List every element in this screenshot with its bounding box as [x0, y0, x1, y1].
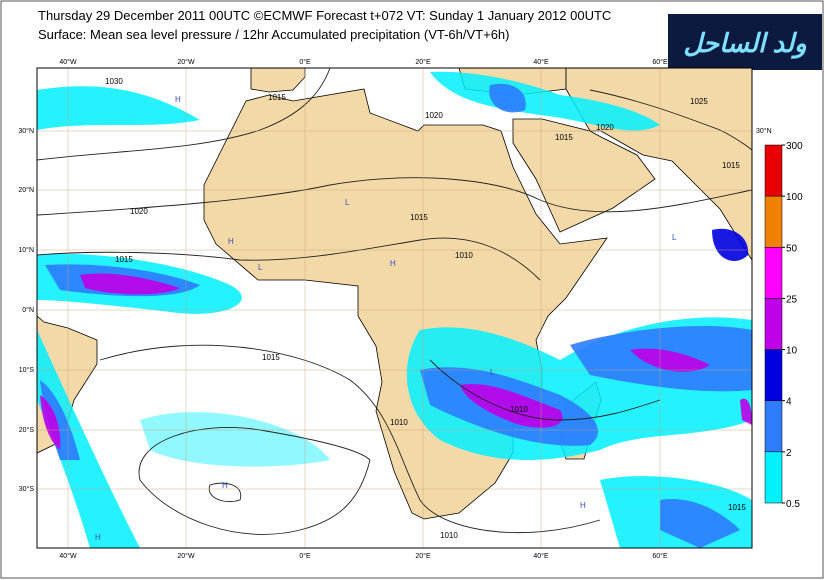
colorbar-label: 4: [786, 397, 792, 408]
lon-label: 40°W: [59, 58, 77, 66]
lon-label: 20°W: [177, 58, 195, 66]
pressure-center: L: [672, 233, 677, 242]
lat-label: 30°N: [18, 127, 34, 135]
lon-label: 20°W: [177, 552, 195, 560]
logo-box: [668, 14, 822, 70]
logo-text: ولد الساحل: [683, 28, 807, 59]
arabia: [512, 118, 656, 233]
pressure-center: L: [345, 198, 350, 207]
pressure-center: H: [222, 481, 228, 490]
colorbar-label: 25: [786, 294, 798, 305]
precip-heavy: [40, 273, 752, 450]
contour-label: 1015: [555, 133, 573, 142]
colorbar-label: 0.5: [786, 499, 800, 510]
header-line2: Surface: Mean sea level pressure / 12hr …: [38, 27, 510, 42]
pressure-center: H: [228, 237, 234, 246]
lat-label: 20°S: [19, 426, 35, 434]
contour-label: 1010: [440, 531, 458, 540]
contour-labels: 1030 1020 1015 1015 1010 1010 1015 1015 …: [105, 77, 746, 540]
colorbar-label: 300: [786, 141, 803, 152]
pressure-center: H: [390, 259, 396, 268]
colorbar-segment: [764, 451, 783, 504]
lon-label: 20°E: [415, 58, 431, 66]
pressure-center: L: [490, 368, 495, 377]
colorbar-segment: [764, 144, 783, 197]
contour-label: 1015: [722, 161, 740, 170]
colorbar-segment: [764, 349, 783, 401]
contour-label: 1010: [390, 418, 408, 427]
contour-label: 1020: [130, 207, 148, 216]
contour-label: 1030: [105, 77, 123, 86]
contour-label: 1010: [510, 405, 528, 414]
lon-label: 40°W: [59, 552, 77, 560]
lon-label: 60°E: [652, 552, 668, 560]
graticule: [37, 68, 752, 548]
isobars: [37, 68, 752, 535]
header-line1: Thursday 29 December 2011 00UTC ©ECMWF F…: [38, 8, 611, 23]
colorbar: 300 100 50 25 10 4 2 0.5: [764, 141, 803, 510]
lon-label: 0°E: [299, 552, 311, 560]
colorbar-segment: [764, 400, 783, 453]
contour-label: 1015: [410, 213, 428, 222]
lon-label: 60°E: [652, 58, 668, 66]
map: 1030 1020 1015 1015 1010 1010 1015 1015 …: [37, 68, 752, 548]
pressure-center: H: [175, 95, 181, 104]
pressure-center: L: [258, 263, 263, 272]
lat-label: 20°N: [18, 186, 34, 194]
lon-label: 40°E: [533, 58, 549, 66]
contour-label: 1010: [455, 251, 473, 260]
contour-label: 1015: [728, 503, 746, 512]
lon-label: 40°E: [533, 552, 549, 560]
lat-label: 10°N: [18, 246, 34, 254]
colorbar-segment: [764, 195, 783, 248]
lon-label: 20°E: [415, 552, 431, 560]
colorbar-label: 2: [786, 448, 792, 459]
colorbar-label: 10: [786, 346, 798, 357]
lat-label: 30°S: [19, 485, 35, 493]
lat-label: 30°N: [756, 127, 772, 135]
contour-label: 1015: [268, 93, 286, 102]
pressure-center: H: [95, 533, 101, 542]
pressure-center: H: [580, 501, 586, 510]
contour-label: 1020: [425, 111, 443, 120]
contour-label: 1015: [262, 353, 280, 362]
iberia: [250, 68, 306, 93]
contour-label: 1020: [596, 123, 614, 132]
colorbar-segment: [764, 298, 783, 350]
contour-label: 1025: [690, 97, 708, 106]
lat-label: 10°S: [19, 366, 35, 374]
contour-label: 1015: [115, 255, 133, 264]
lat-labels: 30°N 20°N 10°N 0°N 10°S 20°S 30°S 30°N: [18, 127, 771, 493]
lon-labels: 40°W 20°W 0°E 20°E 40°E 60°E 40°W 20°W 0…: [59, 58, 668, 560]
colorbar-label: 100: [786, 192, 803, 203]
pressure-centers: H H L H L H L H H L: [95, 95, 677, 542]
map-border: [36, 67, 753, 549]
lat-label: 0°N: [22, 306, 34, 314]
colorbar-label: 50: [786, 243, 798, 254]
colorbar-segment: [764, 247, 783, 299]
lon-label: 0°E: [299, 58, 311, 66]
